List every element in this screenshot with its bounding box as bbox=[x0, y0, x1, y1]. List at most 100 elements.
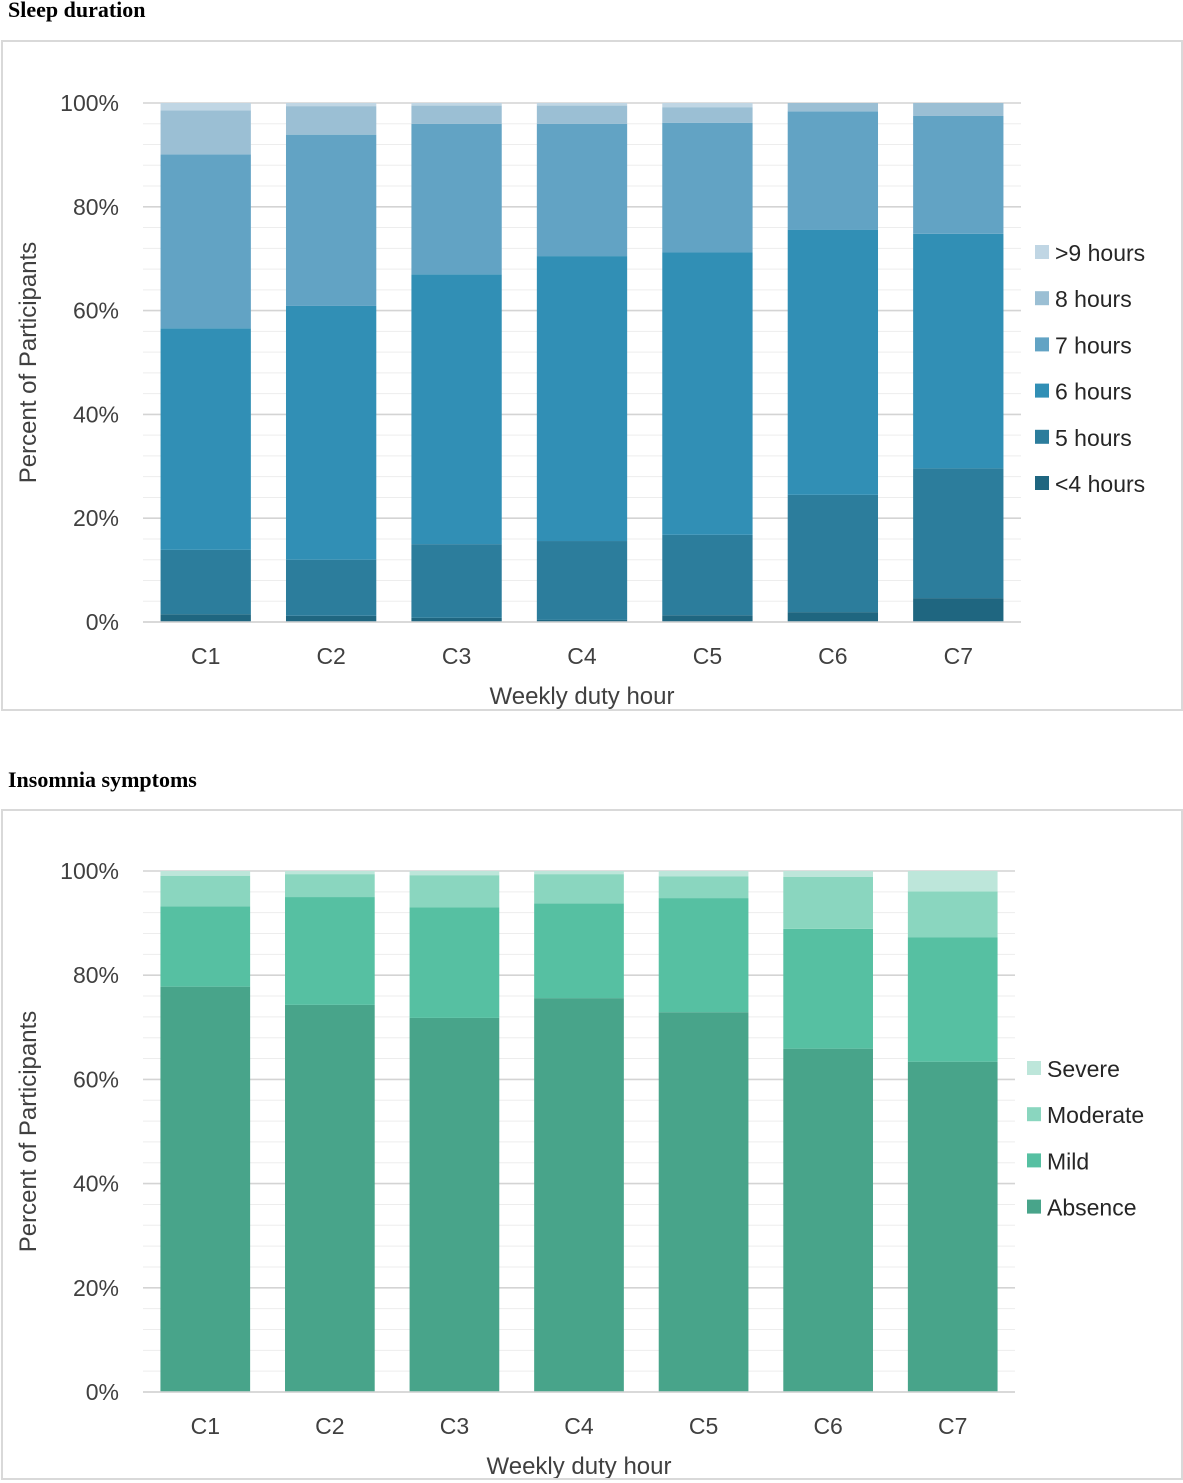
bar-segment-c6-4-hours bbox=[787, 612, 879, 622]
x-tick-label: C2 bbox=[315, 1413, 344, 1439]
y-tick-label: 0% bbox=[86, 609, 119, 635]
bar-segment-c6-8-hours bbox=[787, 103, 879, 112]
bar-segment-c3-absence bbox=[409, 1017, 500, 1392]
bar-segment-c5-mild bbox=[658, 898, 749, 1013]
x-tick-label: C3 bbox=[442, 643, 471, 669]
bar-segment-c7-4-hours bbox=[913, 598, 1004, 622]
y-tick-label: 100% bbox=[60, 90, 119, 116]
x-axis-title: Weekly duty hour bbox=[487, 1453, 672, 1478]
y-tick-label: 20% bbox=[73, 1275, 119, 1301]
bar-segment-c7-7-hours bbox=[913, 115, 1004, 234]
bar-segment-c7-absence bbox=[907, 1061, 998, 1392]
x-tick-label: C4 bbox=[567, 643, 597, 669]
legend-swatch bbox=[1035, 476, 1049, 490]
insomnia-symptoms-chart: 0% 20% 40% 60% 80% 100% C1 C2 C3 C4 C5 C6 C7 Weekly d… bbox=[15, 858, 1144, 1480]
y-tick-label: 20% bbox=[73, 505, 119, 531]
legend-label: Severe bbox=[1047, 1056, 1120, 1082]
x-tick-label: C5 bbox=[693, 643, 722, 669]
bar-segment-c1-7-hours bbox=[160, 154, 251, 329]
bar-segment-c2-mild bbox=[285, 897, 375, 1005]
legend-swatch bbox=[1035, 383, 1049, 398]
insomnia-chart-panel: 0% 20% 40% 60% 80% 100% C1 C2 C3 C4 C5 C6 C7 Weekly d… bbox=[1, 809, 1183, 1480]
x-axis-title: Weekly duty hour bbox=[490, 683, 675, 709]
bar-segment-c7-moderate bbox=[907, 891, 998, 938]
bar-segment-c6-6-hours bbox=[787, 229, 879, 495]
legend-label: >9 hours bbox=[1055, 240, 1145, 266]
insomnia-section-title: Insomnia symptoms bbox=[8, 767, 197, 792]
y-axis-title: Percent of Participants bbox=[15, 242, 42, 483]
bar-segment-c5-moderate bbox=[658, 876, 749, 899]
bar-segment-c7-5-hours bbox=[913, 468, 1004, 599]
sleep-duration-chart: 0% 20% 40% 60% 80% 100% C1 C2 C3 C4 C5 C6 C7 Weekly d… bbox=[15, 90, 1145, 710]
bar-segment-c1-5-hours bbox=[160, 549, 251, 615]
bar-segment-c5-8-hours bbox=[662, 107, 753, 123]
bar-segment-c6-severe bbox=[783, 871, 873, 877]
y-tick-label: 60% bbox=[73, 298, 119, 324]
legend-swatch bbox=[1027, 1153, 1041, 1168]
bar-segment-c7-8-hours bbox=[913, 103, 1004, 116]
bar-segment-c3-mild bbox=[409, 907, 500, 1018]
sleep-section-title: Sleep duration bbox=[8, 0, 146, 22]
bar-segment-c6-moderate bbox=[783, 876, 873, 929]
y-axis-title: Percent of Participants bbox=[15, 1011, 42, 1252]
x-tick-label: C2 bbox=[316, 643, 345, 669]
legend-label: 6 hours bbox=[1055, 379, 1132, 405]
bar-segment-c7-severe bbox=[907, 871, 998, 892]
bar-segment-c6-7-hours bbox=[787, 111, 879, 230]
bar-segment-c3-9-hours bbox=[411, 103, 502, 106]
y-tick-label: 60% bbox=[73, 1066, 119, 1092]
bar-segment-c2-6-hours bbox=[285, 305, 377, 560]
bar-segment-c4-9-hours bbox=[536, 103, 628, 106]
bar-segment-c2-severe bbox=[285, 871, 375, 875]
bar-segment-c2-7-hours bbox=[285, 134, 377, 306]
bar-segment-c6-5-hours bbox=[787, 494, 879, 613]
bar-segment-c5-4-hours bbox=[662, 615, 753, 622]
bar-segment-c6-mild bbox=[783, 928, 873, 1049]
legend-swatch bbox=[1035, 337, 1049, 352]
bar-segment-c3-8-hours bbox=[411, 105, 502, 124]
bar-segment-c2-8-hours bbox=[285, 106, 377, 135]
legend-label: 5 hours bbox=[1055, 425, 1132, 451]
legend-label: 8 hours bbox=[1055, 286, 1132, 312]
bar-segment-c1-4-hours bbox=[160, 614, 251, 622]
bar-segment-c4-moderate bbox=[534, 874, 624, 904]
bar-segment-c4-7-hours bbox=[536, 123, 628, 257]
bar-segment-c4-absence bbox=[534, 998, 624, 1392]
legend-label: Moderate bbox=[1047, 1102, 1144, 1128]
x-tick-label: C1 bbox=[191, 1413, 220, 1439]
bar-segment-c1-moderate bbox=[160, 875, 251, 907]
bar-segment-c5-7-hours bbox=[662, 122, 753, 253]
x-tick-label: C7 bbox=[938, 1413, 967, 1439]
bar-segment-c6-absence bbox=[783, 1048, 873, 1392]
legend-swatch bbox=[1035, 291, 1049, 306]
bar-segment-c7-mild bbox=[907, 937, 998, 1062]
legend-swatch bbox=[1027, 1061, 1041, 1075]
bar-segment-c7-6-hours bbox=[913, 233, 1004, 469]
y-tick-label: 0% bbox=[86, 1379, 119, 1405]
y-tick-label: 100% bbox=[60, 858, 119, 884]
bar-segment-c4-severe bbox=[534, 871, 624, 875]
bar-segment-c3-4-hours bbox=[411, 617, 502, 622]
legend-swatch bbox=[1027, 1199, 1041, 1214]
bar-segment-c1-8-hours bbox=[160, 110, 251, 155]
bar-segment-c1-severe bbox=[160, 871, 251, 876]
y-tick-label: 40% bbox=[73, 1171, 119, 1197]
bar-segment-c2-5-hours bbox=[285, 559, 377, 616]
y-tick-label: 40% bbox=[73, 401, 119, 427]
y-tick-label: 80% bbox=[73, 962, 119, 988]
bar-segment-c5-6-hours bbox=[662, 252, 753, 535]
bar-segment-c1-absence bbox=[160, 986, 251, 1392]
bar-segment-c1-6-hours bbox=[160, 328, 251, 550]
legend-label: Absence bbox=[1047, 1195, 1137, 1221]
bar-segment-c2-absence bbox=[285, 1004, 375, 1392]
bar-segment-c3-5-hours bbox=[411, 544, 502, 618]
bar-segment-c4-6-hours bbox=[536, 256, 628, 542]
bar-segment-c5-absence bbox=[658, 1012, 749, 1392]
bar-segment-c3-7-hours bbox=[411, 123, 502, 275]
bar-segment-c1-9-hours bbox=[160, 103, 251, 111]
sleep-chart-panel: 0% 20% 40% 60% 80% 100% C1 C2 C3 C4 C5 C6 C7 Weekly d… bbox=[1, 40, 1183, 711]
bar-segment-c4-4-hours bbox=[536, 619, 628, 622]
x-tick-label: C3 bbox=[440, 1413, 469, 1439]
bar-segment-c5-severe bbox=[658, 871, 749, 877]
legend-swatch bbox=[1027, 1107, 1041, 1122]
